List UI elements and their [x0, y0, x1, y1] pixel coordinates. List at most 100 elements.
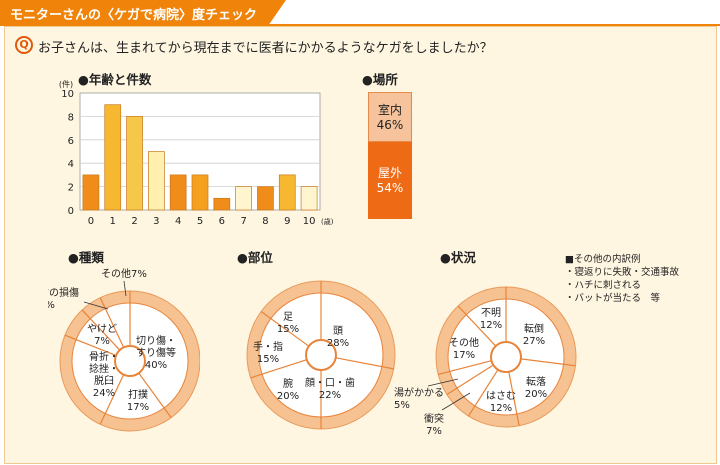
slice-label: 7% — [426, 426, 442, 437]
slice-divider — [520, 358, 576, 367]
bar — [257, 186, 274, 211]
slice-divider — [138, 372, 172, 418]
slice-label: 20% — [525, 389, 547, 400]
bar — [213, 197, 231, 211]
header-line — [0, 24, 720, 26]
section-title-situation: ●状況 — [440, 250, 476, 265]
slice-label: 湯がかかる — [394, 386, 444, 399]
slice-label: 12% — [490, 403, 512, 414]
slice-label: 5% — [394, 400, 410, 411]
part-donut-chart: 頭28%顔・口・歯22%腕20%手・指15%足15% — [246, 280, 396, 430]
leader-line — [441, 392, 471, 411]
x-tick-label: 10 — [303, 216, 316, 227]
place-indoor-value: 46% — [376, 118, 404, 132]
slice-label: 7% — [94, 336, 110, 347]
slice-label: 28% — [327, 338, 349, 349]
slice-divider — [335, 357, 394, 370]
slice-label: 12% — [480, 320, 502, 331]
y-axis-label: (件) — [59, 79, 73, 89]
slice-label: 24% — [93, 388, 115, 399]
bar — [82, 174, 100, 211]
slice-label: やけど — [87, 323, 117, 335]
slice-label: 転倒 — [524, 323, 544, 335]
leader-line — [83, 301, 109, 310]
slice-label: 22% — [319, 390, 341, 401]
y-tick-label: 8 — [68, 112, 74, 123]
x-axis-label: (歳) — [321, 217, 334, 226]
slice-label: 脱臼 — [94, 374, 114, 387]
section-title-type: ●種類 — [68, 250, 104, 265]
section-title-part: ●部位 — [237, 250, 273, 265]
slice-label: 27% — [523, 336, 545, 347]
slice-label: 40% — [145, 360, 167, 371]
y-tick-label: 6 — [68, 136, 74, 147]
slice-divider — [508, 371, 520, 426]
slice-label: 捻挫・ — [89, 362, 119, 375]
section-title-place: ●場所 — [362, 72, 398, 87]
header-bar — [0, 0, 268, 26]
slice-label: 手・指 — [253, 340, 283, 353]
pie-hole — [114, 345, 146, 377]
x-tick-label: 6 — [219, 216, 225, 227]
header-tail — [268, 0, 286, 26]
pie-hole — [490, 341, 522, 373]
slice-label: 切り傷・ — [136, 334, 176, 347]
x-tick-label: 4 — [175, 216, 181, 227]
x-tick-label: 1 — [110, 216, 116, 227]
slice-label: すり傷等 — [136, 346, 176, 359]
x-tick-label: 7 — [240, 216, 246, 227]
slice-label: 骨折・ — [89, 350, 119, 363]
slice-label: 打撲 — [128, 388, 148, 401]
slice-label: 15% — [277, 324, 299, 335]
x-tick-label: 8 — [262, 216, 268, 227]
x-tick-label: 3 — [153, 216, 159, 227]
place-indoor-label: 室内 — [377, 103, 402, 117]
slice-label: 転落 — [526, 376, 546, 388]
x-tick-label: 9 — [284, 216, 290, 227]
slice-label: 頭 — [333, 325, 343, 337]
place-stacked-bar: 室内 46% 屋外 54% — [368, 92, 412, 219]
note-item: ・寝返りに失敗・交通事故 — [565, 267, 680, 278]
slice-divider — [467, 369, 499, 417]
bar — [104, 104, 122, 211]
slice-label: その他 — [449, 336, 479, 349]
x-tick-label: 0 — [88, 216, 94, 227]
x-tick-label: 2 — [131, 216, 137, 227]
slice-label: 腕 — [283, 377, 293, 390]
slice-divider — [260, 311, 310, 347]
slice-label: 顔・口・歯 — [305, 376, 355, 389]
question-text: お子さんは、生まれてから現在までに医者にかかるようなケガをしましたか？ — [38, 41, 493, 56]
pie-hole — [305, 339, 337, 371]
slice-label: 17% — [453, 350, 475, 361]
place-outdoor-label: 屋外 — [377, 166, 402, 180]
y-tick-label: 0 — [68, 206, 74, 217]
slice-divider — [81, 309, 121, 351]
note-title: ■その他の内訳例 — [565, 254, 641, 265]
slice-divider — [438, 360, 492, 375]
slice-label: 20% — [277, 391, 299, 402]
y-tick-label: 10 — [61, 89, 74, 100]
bar — [191, 174, 209, 211]
other-breakdown-note: ■その他の内訳例 ・寝返りに失敗・交通事故 ・ハチに刺される ・バットが当たる … — [565, 253, 679, 305]
y-tick-label: 2 — [68, 183, 74, 194]
bar — [169, 174, 187, 211]
leader-line — [123, 280, 127, 297]
slice-label: 衝突 — [424, 412, 444, 425]
place-outdoor-value: 54% — [376, 181, 404, 195]
note-item: ・ハチに刺される — [565, 280, 642, 291]
section-title-age: ●年齢と件数 — [78, 72, 152, 87]
slice-label: 17% — [127, 402, 149, 413]
slice-divider — [99, 374, 125, 425]
note-item: ・バットが当たる 等 — [565, 293, 661, 304]
y-tick-label: 4 — [68, 159, 74, 170]
slice-label: はさむ — [486, 390, 516, 402]
place-outdoor-segment: 屋外 54% — [368, 142, 412, 219]
slice-label: 15% — [257, 354, 279, 365]
slice-label: 5% — [48, 300, 55, 311]
slice-label: 歯の損傷 — [48, 286, 79, 299]
slice-divider — [457, 305, 497, 347]
slice-label: 足 — [283, 311, 293, 323]
